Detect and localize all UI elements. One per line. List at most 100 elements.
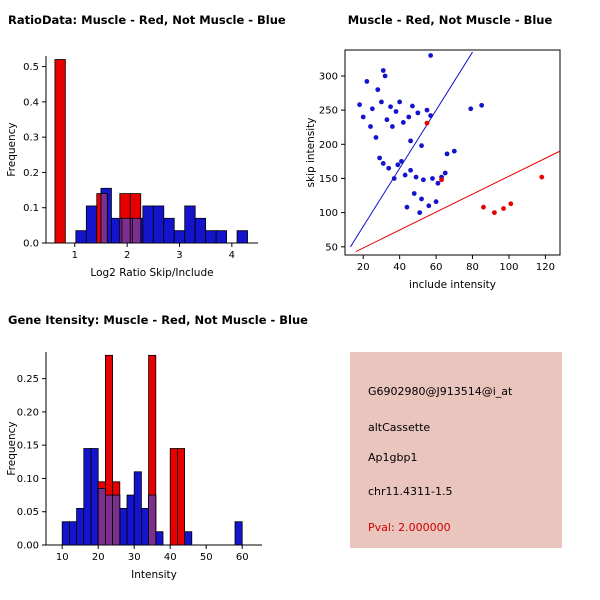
- panel-intensity-scatter: Muscle - Red, Not Muscle - Blue 20 40 60 80…: [300, 0, 600, 300]
- scatter-point: [481, 204, 486, 210]
- y-tick-label: 100: [319, 208, 338, 219]
- intensity-scatter-canvas: 20 40 60 80 100 120 50 100 150 200 250 300 include i…: [305, 49, 561, 291]
- ratio-histogram-title: RatioData: Muscle - Red, Not Muscle - Bl…: [8, 13, 286, 27]
- scatter-point: [451, 148, 457, 154]
- scatter-point: [428, 113, 434, 118]
- scatter-point: [369, 106, 375, 112]
- hist-bar: [85, 205, 98, 244]
- scatter-point: [408, 167, 413, 173]
- scatter-point: [501, 206, 506, 211]
- y-tick-label: 0.20: [17, 407, 39, 418]
- scatter-point: [420, 177, 426, 183]
- x-axis-label: Intensity: [131, 569, 177, 581]
- scatter-point: [408, 138, 413, 144]
- scatter-point: [384, 117, 390, 123]
- scatter-point: [357, 102, 362, 108]
- pvalue-text: Pval: 2.000000: [368, 521, 451, 534]
- hist-bar: [76, 507, 85, 546]
- y-tick-label: 300: [319, 71, 338, 82]
- y-tick-label: 0.10: [17, 474, 39, 485]
- x-tick-label: 60: [236, 552, 249, 563]
- scatter-point: [377, 155, 383, 161]
- scatter-point: [360, 114, 366, 120]
- hist-bar: [61, 521, 70, 546]
- hist-bar: [142, 205, 154, 244]
- scatter-point: [395, 162, 401, 168]
- x-axis-label: Log2 Ratio Skip/Include: [90, 267, 213, 279]
- y-tick-label: 0.5: [23, 62, 39, 73]
- scatter-point: [389, 124, 395, 129]
- scatter-point: [433, 199, 439, 205]
- hist-bar: [234, 521, 243, 546]
- scatter-point: [444, 151, 450, 157]
- hist-bar: [184, 531, 193, 546]
- hist-bar: [176, 448, 185, 546]
- scatter-point: [492, 210, 497, 216]
- scatter-point: [373, 135, 379, 140]
- scatter-point: [411, 191, 417, 196]
- gene-name-text: Ap1gbp1: [368, 451, 418, 464]
- y-tick-label: 150: [319, 174, 338, 185]
- scatter-point: [413, 174, 419, 180]
- hist-bar: [119, 507, 128, 546]
- x-tick-label: 2: [124, 250, 130, 261]
- scatter-point: [479, 102, 485, 108]
- hist-bar: [169, 448, 178, 546]
- y-tick-label: 250: [319, 106, 338, 117]
- y-tick-label: 0.00: [17, 541, 39, 552]
- scatter-point: [364, 79, 370, 84]
- scatter-point: [439, 177, 444, 183]
- scatter-point: [417, 210, 423, 216]
- hist-bar: [133, 471, 142, 546]
- scatter-point: [388, 104, 393, 110]
- y-axis-label: Frequency: [6, 421, 18, 475]
- scatter-point: [435, 180, 441, 186]
- panel-ratio-histogram: RatioData: Muscle - Red, Not Muscle - Bl…: [0, 0, 300, 300]
- scatter-point: [415, 110, 421, 116]
- y-axis-label: skip intensity: [305, 118, 317, 188]
- hist-bar: [215, 230, 227, 244]
- x-tick-label: 1: [72, 250, 78, 261]
- scatter-point: [426, 203, 432, 209]
- scatter-point: [430, 176, 435, 181]
- scatter-point: [410, 103, 415, 109]
- y-tick-label: 0.05: [17, 507, 39, 518]
- panel-event-info: G6902980@J913514@i_at altCassette Ap1gbp…: [300, 300, 600, 600]
- scatter-point: [380, 68, 386, 73]
- scatter-point: [397, 99, 403, 105]
- scatter-point: [442, 170, 448, 176]
- x-tick-label: 60: [430, 262, 443, 273]
- x-tick-label: 20: [92, 552, 105, 563]
- y-tick-label: 0.15: [17, 441, 39, 452]
- scatter-point: [382, 73, 388, 79]
- hist-bar-overlap: [148, 494, 157, 546]
- hist-bar: [54, 59, 66, 244]
- event-info-box: G6902980@J913514@i_at altCassette Ap1gbp…: [350, 352, 562, 548]
- scatter-point: [393, 109, 399, 114]
- scatter-point: [468, 106, 474, 112]
- y-axis-label: Frequency: [6, 122, 18, 176]
- y-tick-label: 0.2: [23, 168, 39, 179]
- hist-bar-overlap: [131, 217, 142, 244]
- hist-bar-overlap: [121, 217, 131, 244]
- scatter-point: [404, 204, 410, 210]
- y-tick-label: 0.1: [23, 203, 39, 214]
- hist-bar: [163, 217, 175, 244]
- genomic-location-text: chr11.4311-1.5: [368, 485, 453, 498]
- y-tick-label: 0.25: [17, 374, 39, 385]
- event-id-text: G6902980@J913514@i_at: [368, 385, 513, 398]
- scatter-point: [391, 176, 397, 181]
- hist-bar: [184, 205, 196, 244]
- y-tick-label: 200: [319, 140, 338, 151]
- hist-bar-overlap: [100, 193, 108, 244]
- gene-intensity-histogram-canvas: 10 20 30 40 50 60 0.00 0.05 0.10 0.15 0.20 0.25 Inte…: [6, 352, 262, 581]
- scatter-point: [419, 196, 424, 202]
- scatter-point: [380, 161, 386, 166]
- x-axis-label: include intensity: [409, 279, 496, 291]
- hist-bar-overlap: [105, 494, 114, 546]
- x-tick-label: 40: [164, 552, 177, 563]
- x-tick-label: 40: [393, 262, 406, 273]
- hist-bar: [205, 230, 217, 244]
- scatter-point: [402, 172, 408, 178]
